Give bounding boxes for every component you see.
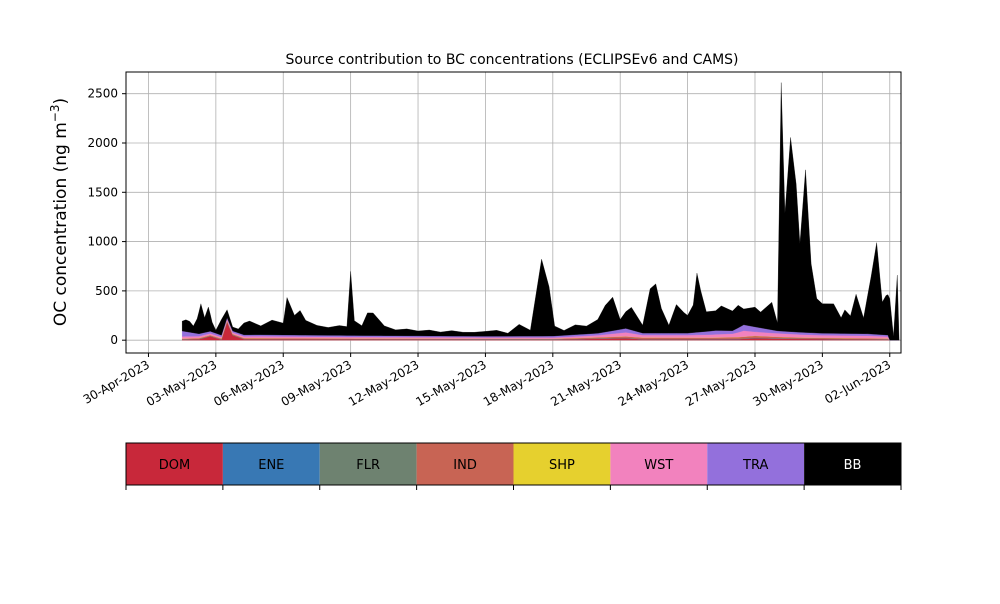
plot-frame bbox=[125, 71, 902, 354]
legend-label-bb: BB bbox=[844, 458, 862, 473]
legend-colorbar: DOM ENE FLR IND SHP WST TRA BB bbox=[125, 442, 902, 490]
y-tick-label: 1000 bbox=[87, 235, 118, 249]
legend-label-wst: WST bbox=[644, 458, 673, 473]
legend-label-ind: IND bbox=[453, 458, 477, 473]
y-tick-label: 500 bbox=[95, 284, 118, 298]
chart-title: Source contribution to BC concentrations… bbox=[285, 52, 738, 68]
legend-label-tra: TRA bbox=[742, 458, 768, 473]
legend-label-ene: ENE bbox=[258, 458, 284, 473]
stacked-areas bbox=[182, 82, 900, 341]
legend-label-shp: SHP bbox=[549, 458, 575, 473]
y-tick-label: 2500 bbox=[87, 87, 118, 101]
y-tick-label: 1500 bbox=[87, 185, 118, 199]
y-axis-label-close: ) bbox=[51, 98, 71, 105]
legend-swatch-wst bbox=[610, 443, 708, 485]
y-tick-label: 2000 bbox=[87, 136, 118, 150]
y-axis-label-main: OC concentration (ng m bbox=[51, 122, 71, 326]
legend-label-flr: FLR bbox=[356, 458, 380, 473]
legend-swatch-flr bbox=[319, 443, 417, 485]
legend-swatch-dom bbox=[126, 443, 223, 485]
legend-swatch-tra bbox=[707, 443, 805, 485]
legend-swatch-ind bbox=[416, 443, 514, 485]
legend-swatch-bb bbox=[804, 443, 901, 485]
area-bb bbox=[182, 82, 900, 341]
y-axis-label-exponent: −3 bbox=[48, 104, 62, 122]
y-axis-label: OC concentration (ng m−3) bbox=[48, 98, 71, 326]
y-tick-label: 0 bbox=[110, 333, 118, 347]
legend-swatch-ene bbox=[222, 443, 320, 485]
legend-label-dom: DOM bbox=[159, 458, 190, 473]
y-axis: 0 500 1000 1500 2000 2500 bbox=[87, 87, 126, 347]
legend-swatch-shp bbox=[513, 443, 611, 485]
